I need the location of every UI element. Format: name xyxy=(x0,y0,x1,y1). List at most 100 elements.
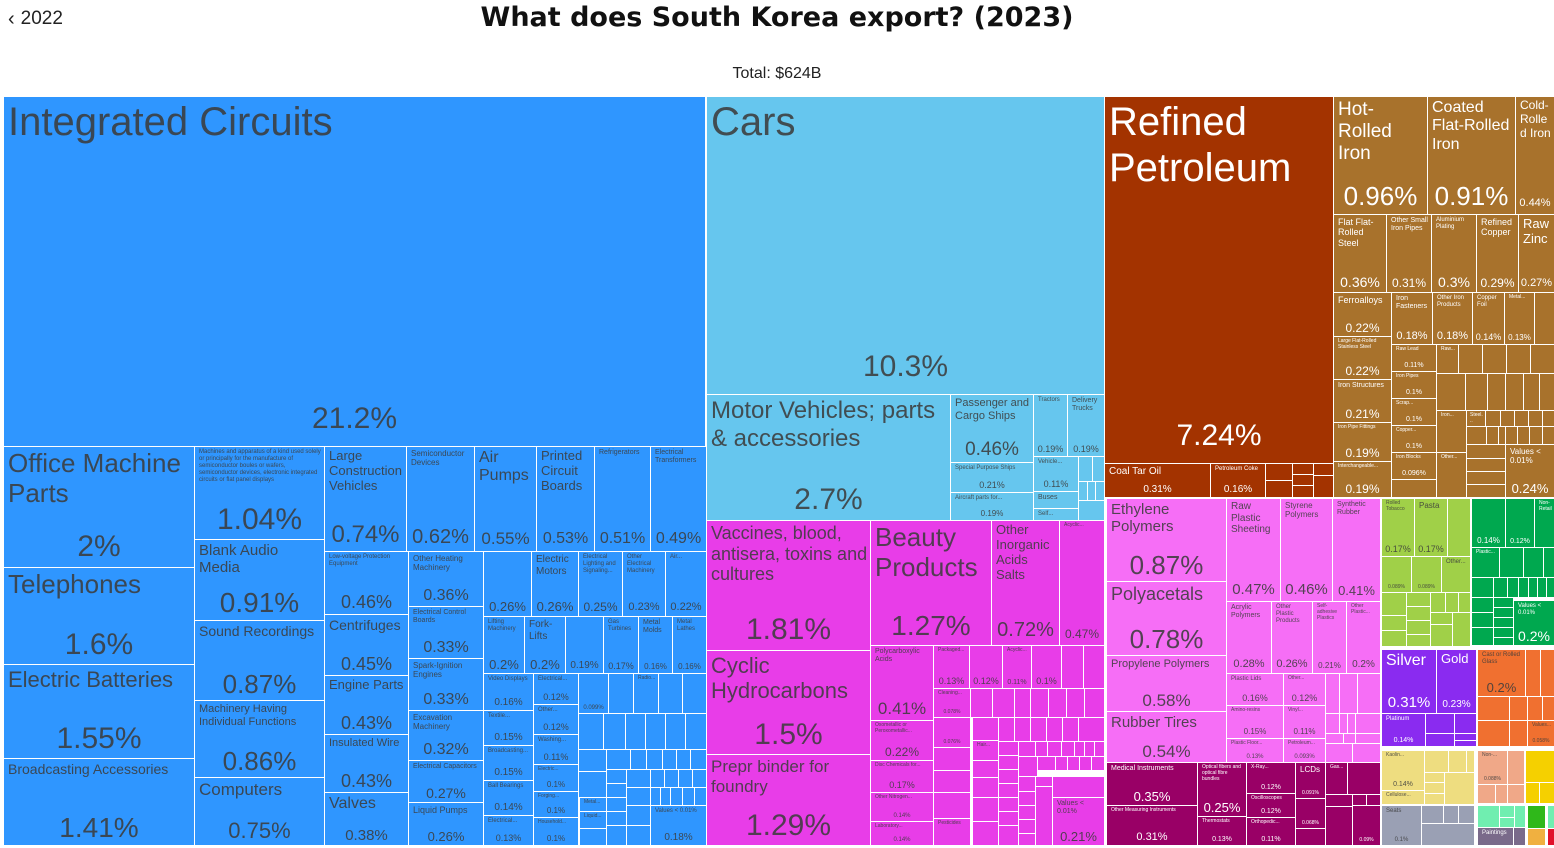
treemap-tile-unlabeled[interactable] xyxy=(1500,410,1515,427)
treemap-tile-non-retail[interactable]: Non-Retail xyxy=(1534,498,1554,548)
treemap-tile-unlabeled[interactable] xyxy=(972,760,999,778)
treemap-tile-unlabeled[interactable] xyxy=(608,673,634,714)
treemap-tile-gas-turbines[interactable]: Gas Turbines 0.17% xyxy=(603,616,639,674)
treemap-tile-unlabeled[interactable] xyxy=(1062,717,1079,742)
treemap-tile-unlabeled[interactable] xyxy=(1542,696,1554,721)
treemap-tile-electric[interactable]: Electric... 0.1% xyxy=(533,764,579,792)
treemap-tile-unlabeled[interactable] xyxy=(1430,592,1446,613)
treemap-tile-office-machine-parts[interactable]: Office Machine Parts 2% xyxy=(3,446,195,568)
treemap-tile-unlabeled[interactable] xyxy=(1540,649,1554,697)
treemap-tile-unlabeled[interactable] xyxy=(1471,577,1494,598)
treemap-tile-unlabeled[interactable] xyxy=(1507,750,1525,785)
treemap-tile-unlabeled[interactable] xyxy=(1091,756,1105,771)
treemap-tile-packaged[interactable]: Packaged... 0.13% xyxy=(933,645,970,689)
treemap-tile-raw-lead[interactable]: Raw Lead 0.11% xyxy=(1391,344,1437,372)
treemap-tile-unlabeled[interactable] xyxy=(1357,673,1381,714)
treemap-tile-plastic-lids[interactable]: Plastic Lids 0.16% xyxy=(1226,673,1284,706)
treemap-tile-unlabeled[interactable] xyxy=(1018,805,1036,820)
treemap-tile-machines-and-apparatus-of-a-kind-used-solely-or-principally-for-the-manufacture-of-semiconductor-boules-or-wafers-semiconductor-devices-electronic-integrated-circuits-or-flat-panel-displa[interactable]: Machines and apparatus of a kind used so… xyxy=(194,446,325,540)
treemap-tile-unlabeled[interactable] xyxy=(1447,498,1471,557)
treemap-tile-unlabeled[interactable] xyxy=(579,828,607,846)
treemap-tile-unlabeled[interactable] xyxy=(1014,688,1031,718)
treemap-tile-gold[interactable]: Gold 0.23% xyxy=(1436,649,1477,714)
treemap-tile-unlabeled[interactable] xyxy=(1030,688,1049,718)
treemap-tile-unlabeled[interactable] xyxy=(1313,475,1334,498)
treemap-tile-unlabeled[interactable] xyxy=(1052,776,1105,798)
treemap-tile-unlabeled[interactable] xyxy=(1048,688,1067,718)
treemap-tile-coated-flat-rolled-iron[interactable]: Coated Flat-Rolled Iron 0.91% xyxy=(1427,96,1516,215)
treemap-tile-unlabeled[interactable] xyxy=(933,747,971,771)
treemap-tile-unlabeled[interactable] xyxy=(1477,696,1510,721)
treemap-tile-unlabeled[interactable] xyxy=(603,713,626,750)
treemap-tile-unlabeled[interactable]: 0.076% xyxy=(933,717,971,748)
treemap-tile-unlabeled[interactable] xyxy=(972,821,999,846)
treemap-tile-unlabeled[interactable]: 0.099% xyxy=(578,673,609,714)
treemap-tile-other-plastic[interactable]: Other Plastic... 0.2% xyxy=(1346,601,1381,674)
treemap-tile-unlabeled[interactable] xyxy=(1485,410,1501,427)
treemap-tile-unlabeled[interactable]: 0.14% xyxy=(1471,498,1506,548)
treemap-tile-unlabeled[interactable] xyxy=(1482,344,1507,374)
treemap-tile-unlabeled[interactable] xyxy=(1523,547,1544,578)
treemap-tile-engine-parts[interactable]: Engine Parts 0.43% xyxy=(324,675,409,735)
treemap-tile-electrical-lighting-and-signaling[interactable]: Electrical Lighting and Signaling... 0.25… xyxy=(578,551,623,617)
treemap-tile-unlabeled[interactable] xyxy=(1543,547,1554,578)
treemap-tile-unlabeled[interactable] xyxy=(933,792,971,819)
treemap-tile-aircraft-parts-for[interactable]: Aircraft parts for... 0.19% xyxy=(950,492,1034,521)
treemap-tile-iron-pipes[interactable]: Iron Pipes 0.1% xyxy=(1391,371,1437,399)
treemap-tile-unlabeled[interactable] xyxy=(650,769,665,788)
treemap-tile-unlabeled[interactable] xyxy=(1452,612,1471,647)
treemap-tile-vehicle[interactable]: Vehicle... 0.11% xyxy=(1033,456,1079,492)
treemap-tile-thermostats[interactable]: Thermostats 0.13% xyxy=(1197,816,1247,846)
treemap-tile-unlabeled[interactable] xyxy=(682,673,707,714)
treemap-tile-ferroalloys[interactable]: Ferroalloys 0.22% xyxy=(1333,292,1392,337)
treemap-tile-unlabeled[interactable]: 0.068% xyxy=(1295,798,1326,829)
treemap-tile-unlabeled[interactable] xyxy=(1525,750,1554,783)
treemap-tile-unlabeled[interactable] xyxy=(1421,805,1444,824)
treemap-tile-synthetic-rubber[interactable]: Synthetic Rubber 0.41% xyxy=(1332,498,1381,602)
treemap-tile-computers[interactable]: Computers 0.75% xyxy=(194,777,325,846)
treemap-tile-rolled-tobacco[interactable]: Rolled Tobacco 0.17% xyxy=(1381,498,1415,557)
treemap-tile-unlabeled[interactable]: 0.089% xyxy=(1411,556,1442,593)
treemap-tile-oxometallic-or-peroxometallic[interactable]: Oxometallic or Peroxometallic... 0.22% xyxy=(870,720,934,761)
treemap-tile-unlabeled[interactable] xyxy=(694,787,707,806)
treemap-tile-unlabeled[interactable] xyxy=(1513,827,1526,846)
treemap-tile-unlabeled[interactable] xyxy=(1347,762,1381,795)
treemap-tile-unlabeled[interactable] xyxy=(678,769,693,788)
treemap-tile-raw-plastic-sheeting[interactable]: Raw Plastic Sheeting 0.47% xyxy=(1226,498,1281,602)
treemap-tile-other-iron-products[interactable]: Other Iron Products 0.18% xyxy=(1432,292,1473,345)
treemap-tile-unlabeled[interactable] xyxy=(1406,620,1431,635)
treemap-tile-unlabeled[interactable] xyxy=(1499,547,1524,578)
treemap-tile-aluminium-plating[interactable]: Aluminium Plating 0.3% xyxy=(1431,214,1477,293)
treemap-tile-unlabeled[interactable] xyxy=(1542,410,1554,427)
treemap-tile-unlabeled[interactable] xyxy=(1018,833,1036,846)
treemap-tile-polycarboxylic-acids[interactable]: Polycarboxylic Acids 0.41% xyxy=(870,645,934,721)
treemap-tile-petroleum-coke[interactable]: Petroleum Coke 0.16% xyxy=(1210,463,1266,498)
treemap-tile-unlabeled[interactable]: 0.09% xyxy=(1352,805,1381,846)
treemap-tile-insulated-wire[interactable]: Insulated Wire 0.43% xyxy=(324,734,409,793)
treemap-tile-unlabeled[interactable] xyxy=(1509,720,1528,747)
treemap-tile-unlabeled[interactable] xyxy=(665,713,686,750)
treemap-tile-lcds[interactable]: LCDs 0.091% xyxy=(1295,762,1326,799)
treemap-tile-fork-lifts[interactable]: Fork-Lifts 0.2% xyxy=(524,616,566,674)
treemap-tile-unlabeled[interactable] xyxy=(1430,624,1453,647)
treemap-tile-unlabeled[interactable] xyxy=(992,688,1015,718)
treemap-tile-vaccines-blood-antisera-toxins-and-cultures[interactable]: Vaccines, blood, antisera, toxins and cu… xyxy=(706,520,871,651)
treemap-tile-unlabeled[interactable] xyxy=(1047,741,1062,757)
treemap-tile-air[interactable]: Air... 0.22% xyxy=(665,551,707,617)
treemap-tile-sound-recordings[interactable]: Sound Recordings 0.87% xyxy=(194,620,325,701)
treemap-tile-unlabeled[interactable] xyxy=(626,825,651,846)
treemap-tile-unlabeled[interactable] xyxy=(1381,592,1407,616)
treemap-tile-unlabeled[interactable] xyxy=(998,811,1019,826)
treemap-tile-unlabeled[interactable] xyxy=(1547,805,1554,829)
treemap-tile-radio[interactable]: Radio... xyxy=(633,673,659,714)
treemap-tile-unlabeled[interactable] xyxy=(676,749,691,770)
treemap-tile-oscilloscopes[interactable]: Oscilloscopes 0.12% xyxy=(1246,793,1296,818)
treemap-tile-unlabeled[interactable] xyxy=(1493,577,1508,598)
treemap-tile-unlabeled[interactable] xyxy=(1018,756,1038,777)
treemap-tile-unlabeled[interactable] xyxy=(1546,577,1554,598)
treemap-tile-unlabeled[interactable] xyxy=(1018,791,1036,806)
treemap-tile-household[interactable]: Household... 0.1% xyxy=(533,817,579,846)
treemap-tile-pesticides[interactable]: Pesticides xyxy=(933,818,971,846)
treemap-tile-optical-fibers-and-optical-fibre-bundles[interactable]: Optical fibers and optical fibre bundles… xyxy=(1197,762,1247,817)
treemap-tile-unlabeled[interactable] xyxy=(1542,426,1554,445)
